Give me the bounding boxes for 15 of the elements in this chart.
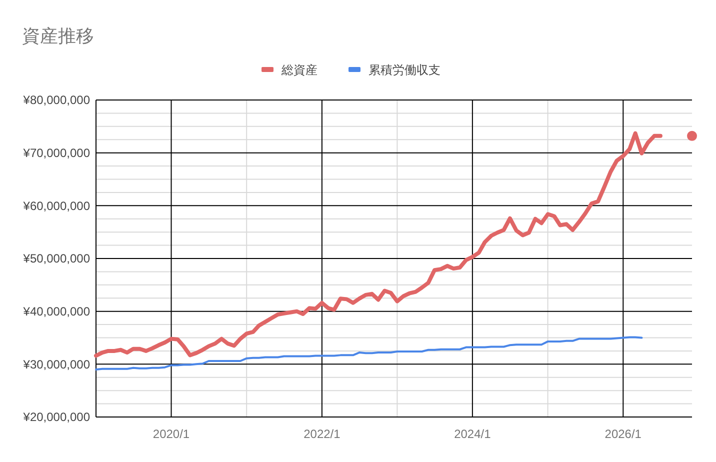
y-tick-label: ¥50,000,000 (22, 252, 90, 266)
line-series (95, 336, 643, 370)
x-tick-label: 2020/1 (152, 427, 190, 441)
legend-label: 総資産 (280, 63, 318, 77)
x-tick-label: 2022/1 (304, 427, 341, 441)
y-tick-label: ¥20,000,000 (22, 410, 90, 424)
legend-label: 累積労働収支 (368, 63, 440, 77)
y-tick-label: ¥30,000,000 (22, 357, 90, 372)
chart-title: 資産推移 (22, 26, 94, 46)
x-tick-label: 2024/1 (454, 427, 492, 441)
y-tick-label: ¥70,000,000 (22, 146, 90, 160)
y-tick-label: ¥80,000,000 (22, 93, 90, 108)
y-tick-label: ¥60,000,000 (22, 198, 90, 213)
x-tick-label: 2026/1 (604, 427, 642, 441)
y-tick-label: ¥40,000,000 (22, 304, 90, 319)
